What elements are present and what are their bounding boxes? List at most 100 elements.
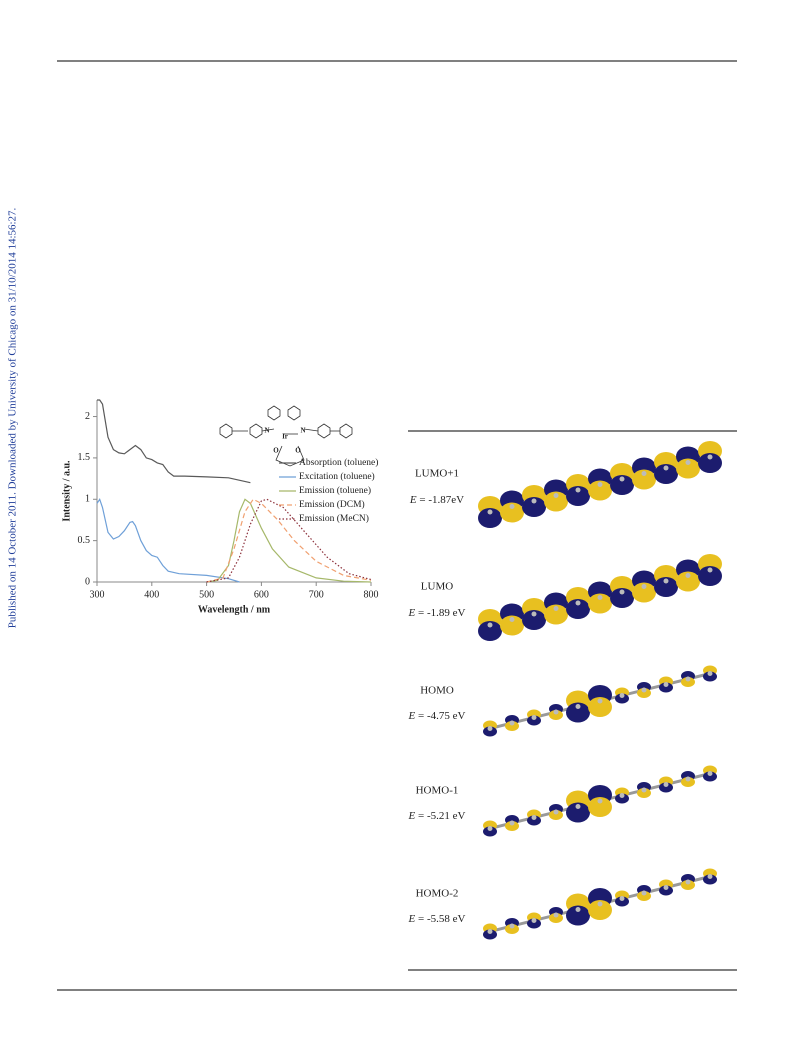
lobe [549, 810, 563, 820]
lobe [615, 693, 629, 704]
lobe [544, 604, 568, 625]
energy-symbol: E [408, 607, 416, 619]
lobe [483, 726, 497, 737]
orbital-label: HOMO-2 [416, 888, 459, 900]
atom [597, 798, 603, 804]
lobe [703, 671, 717, 682]
atom [553, 809, 559, 815]
atom [597, 482, 603, 487]
orbital-image [483, 868, 717, 940]
atom [707, 567, 713, 573]
orbital-image [483, 665, 717, 737]
lobe [505, 821, 519, 831]
atom [575, 804, 581, 809]
energy-value: = -1.89 eV [415, 607, 465, 619]
atom [487, 929, 493, 934]
atom [685, 776, 691, 782]
atom [487, 826, 493, 831]
lobe [527, 715, 541, 726]
lobe [505, 721, 519, 731]
atom [487, 509, 493, 515]
lobe [588, 480, 612, 501]
lobe [659, 782, 673, 793]
atom [641, 787, 647, 793]
lobe [698, 453, 722, 473]
atom [509, 720, 515, 726]
y-axis-label: Intensity / a.u. [61, 460, 72, 522]
lobe [637, 788, 651, 798]
orbital-label: HOMO-1 [416, 785, 459, 797]
atom [663, 682, 669, 687]
atom [509, 923, 515, 929]
lobe [654, 464, 678, 484]
orbital-energy: E = -5.58 eV [408, 913, 466, 925]
structure-label: O [273, 447, 279, 455]
lobe [610, 475, 634, 495]
energy-symbol: E [409, 494, 417, 506]
lobe [500, 615, 524, 636]
structure-drawing [219, 405, 353, 467]
atom [619, 793, 625, 798]
atom [619, 896, 625, 901]
lobe [681, 880, 695, 890]
series-line [206, 498, 372, 583]
atom [553, 709, 559, 715]
atom [707, 454, 713, 460]
atom [619, 476, 625, 482]
atom [531, 918, 537, 923]
atom [487, 622, 493, 628]
atom [509, 617, 515, 622]
lobe [566, 905, 590, 926]
atom [663, 782, 669, 787]
atom [487, 726, 493, 731]
atom [509, 504, 515, 509]
structure-label: N [300, 427, 305, 435]
atom [597, 901, 603, 907]
atom [597, 595, 603, 600]
orbital-label: HOMO [420, 685, 454, 697]
orbital-energy: E = -4.75 eV [408, 710, 466, 722]
lobe [478, 621, 502, 641]
atom [641, 471, 647, 476]
atom [575, 487, 581, 493]
lobe [659, 885, 673, 896]
lobe [588, 593, 612, 614]
atom [685, 879, 691, 885]
lobe [544, 491, 568, 512]
energy-symbol: E [408, 810, 416, 822]
atom [553, 493, 559, 498]
lobe [637, 688, 651, 698]
atom [641, 890, 647, 896]
atom [663, 885, 669, 890]
legend-label: Emission (MeCN) [299, 513, 369, 524]
atom [619, 693, 625, 698]
lobe [632, 582, 656, 603]
legend-label: Emission (DCM) [299, 499, 365, 510]
lobe [478, 508, 502, 528]
atom [531, 715, 537, 720]
y-tick-label: 1.5 [78, 452, 91, 463]
atom [597, 698, 603, 704]
energy-symbol: E [408, 913, 416, 925]
lobe [681, 777, 695, 787]
atom [707, 671, 713, 676]
lobe [681, 677, 695, 687]
lobe [566, 802, 590, 823]
atom [641, 687, 647, 693]
lobe [637, 891, 651, 901]
orbital-energy: E = -1.89 eV [408, 607, 466, 619]
atom [575, 600, 581, 606]
lobe [549, 710, 563, 720]
lobe [698, 566, 722, 586]
lobe [676, 571, 700, 592]
structure-label: N [264, 427, 269, 435]
legend-label: Excitation (toluene) [299, 471, 375, 482]
orbital-energy: E = -1.87eV [409, 494, 464, 506]
atom [509, 820, 515, 826]
lobe [549, 913, 563, 923]
lobe [566, 599, 590, 619]
lobe [505, 924, 519, 934]
lobe [527, 815, 541, 826]
energy-value: = -5.21 eV [415, 810, 465, 822]
